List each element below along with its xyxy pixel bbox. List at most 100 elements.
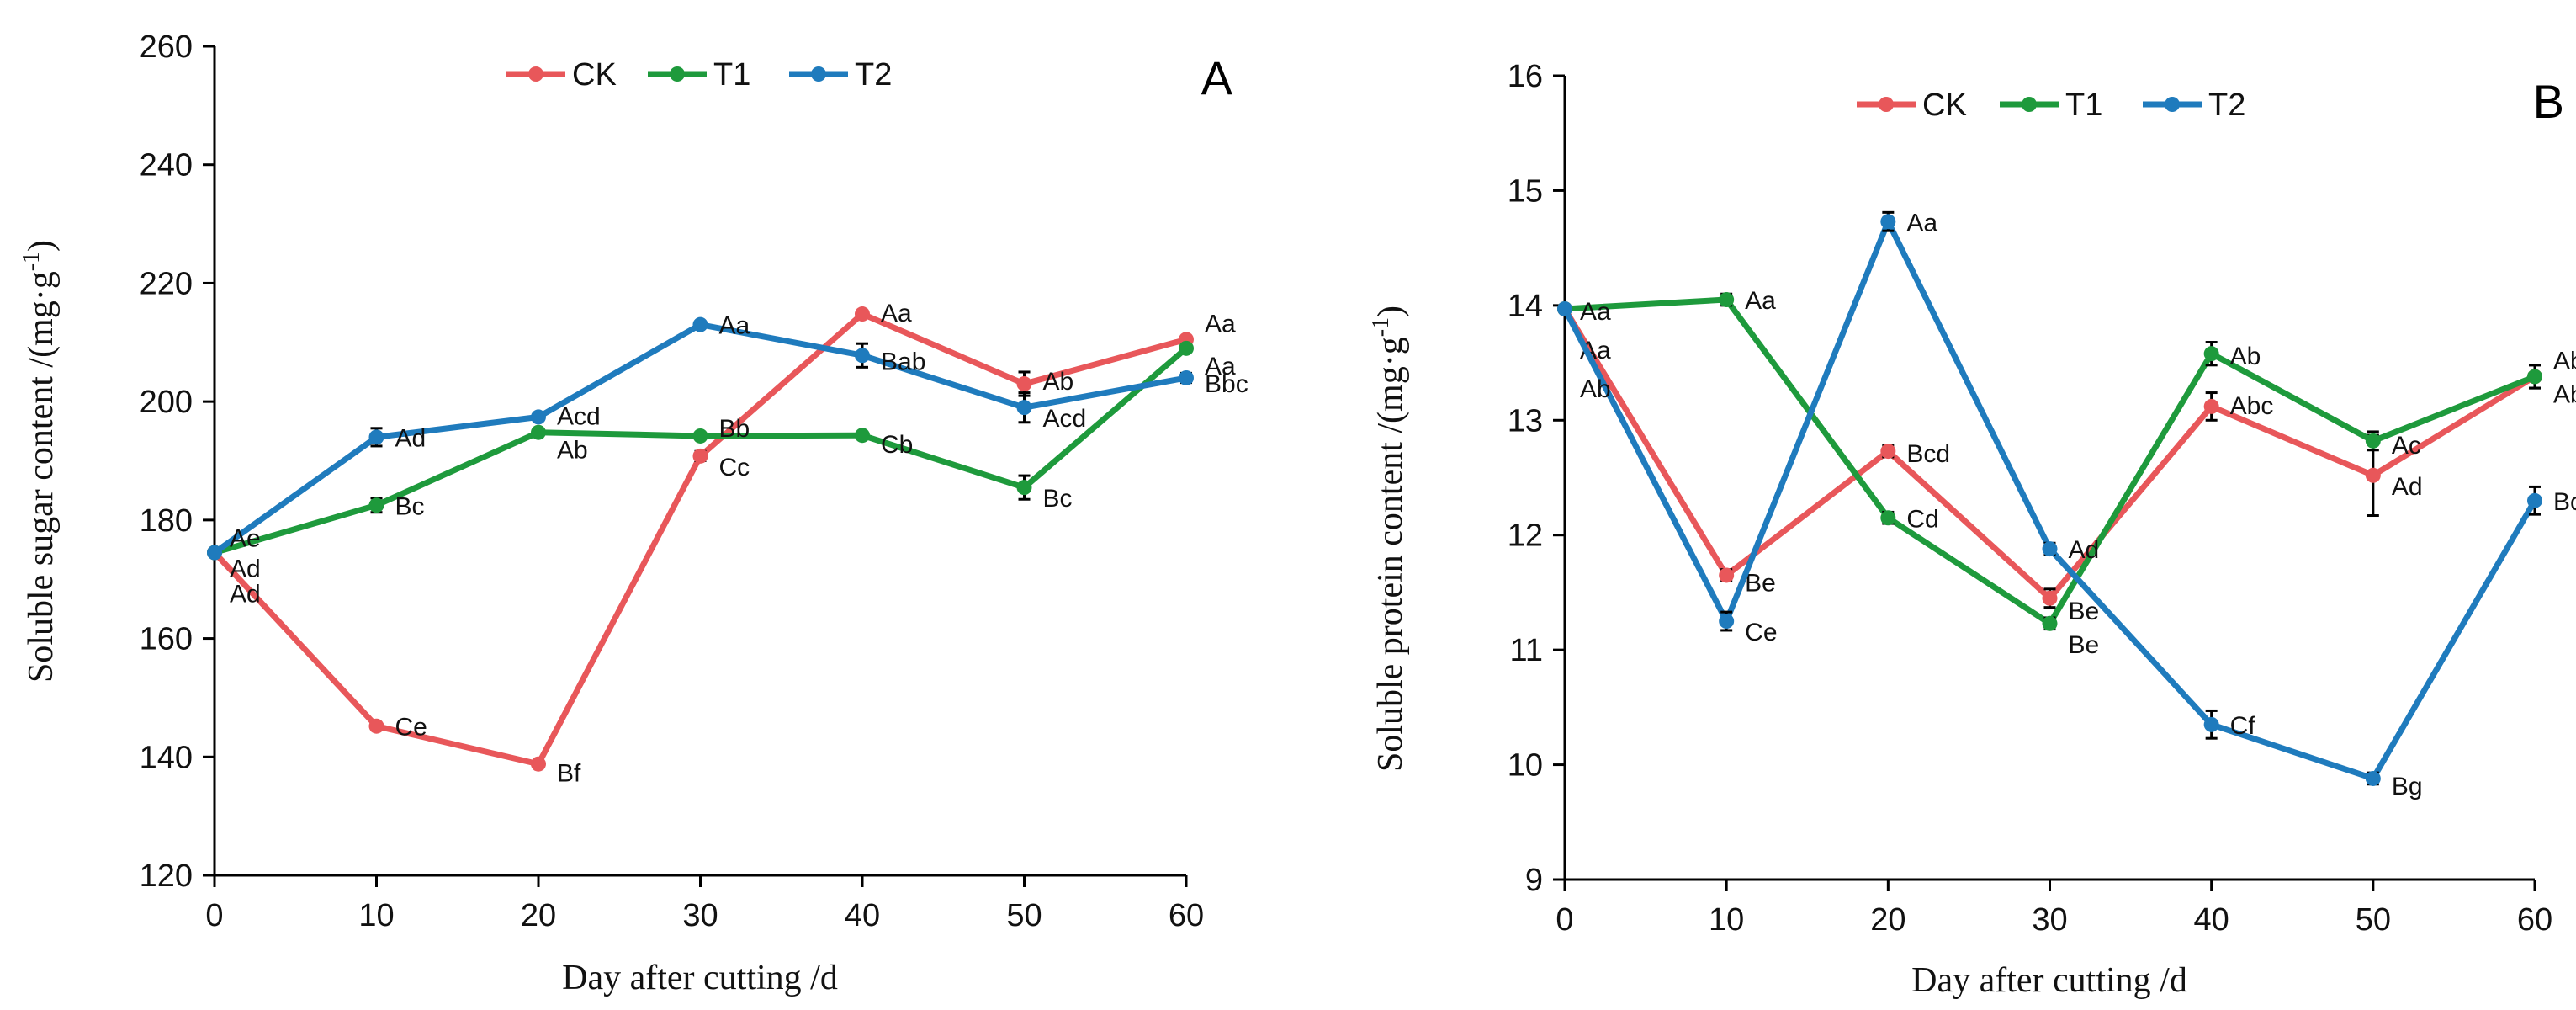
data-point xyxy=(1880,214,1896,230)
legend: CK T1 T2 xyxy=(1857,88,2245,123)
data-label: Cd xyxy=(1906,505,1938,533)
data-point xyxy=(1179,370,1194,385)
y-axis-title: Soluble protein content /(mg·g-1) xyxy=(1368,306,1410,772)
x-tick-label: 20 xyxy=(1870,902,1905,938)
y-axis-title-sup: -1 xyxy=(1368,317,1394,337)
legend-label: T2 xyxy=(855,57,892,93)
data-point xyxy=(207,545,222,561)
y-axis-title-main: Soluble protein content /(mg·g xyxy=(1371,337,1410,772)
data-point xyxy=(692,448,708,464)
data-point xyxy=(1016,400,1032,416)
series-ck: Aa Be Bcd Be Abc Ad Ab xyxy=(1557,300,2576,625)
data-label: Aa xyxy=(1906,209,1937,237)
legend: CK T1 T2 xyxy=(506,57,892,93)
y-tick-label: 200 xyxy=(140,385,193,420)
y-tick-label: 160 xyxy=(140,622,193,657)
data-point xyxy=(2527,369,2542,385)
x-tick-label: 10 xyxy=(1709,902,1744,938)
x-tick-label: 40 xyxy=(2194,902,2229,938)
x-tick-label: 0 xyxy=(1556,902,1573,938)
y-tick-label: 10 xyxy=(1508,748,1543,784)
panel-letter: A xyxy=(1201,51,1233,104)
y-tick-label: 240 xyxy=(140,148,193,183)
data-label: Aa xyxy=(719,312,750,340)
data-label: Ab xyxy=(2230,343,2261,370)
x-tick-label: 60 xyxy=(1169,898,1204,933)
data-point xyxy=(2365,770,2381,786)
x-tick-label: 20 xyxy=(521,898,556,933)
x-tick-label: 30 xyxy=(682,898,718,933)
data-label: Be xyxy=(1745,569,1776,597)
data-point xyxy=(2365,467,2381,483)
data-label: Cc xyxy=(719,454,750,481)
data-point xyxy=(1179,340,1194,356)
data-point xyxy=(2203,346,2219,362)
y-tick-label: 11 xyxy=(1510,633,1543,668)
data-point xyxy=(2042,541,2058,557)
x-tick-label: 10 xyxy=(358,898,394,933)
x-axis-title: Day after cutting /d xyxy=(562,959,838,997)
data-label: Ce xyxy=(1745,619,1777,646)
data-point xyxy=(2042,590,2058,606)
data-point xyxy=(1557,300,1572,316)
data-point xyxy=(531,756,546,772)
data-label: Aa xyxy=(881,300,912,327)
y-tick-label: 180 xyxy=(140,503,193,539)
data-point xyxy=(2203,398,2219,414)
data-label: Be xyxy=(2069,631,2100,659)
x-tick-label: 0 xyxy=(205,898,223,933)
data-point xyxy=(1719,292,1735,308)
legend-label: T2 xyxy=(2208,88,2245,123)
y-axis-title-close: ) xyxy=(22,240,61,252)
data-label: Aa xyxy=(1205,310,1236,338)
data-label: Bbc xyxy=(1205,370,1248,398)
legend-swatch-marker xyxy=(2165,97,2180,112)
y-tick-label: 16 xyxy=(1508,59,1543,94)
panel-letter: B xyxy=(2533,75,2564,128)
series-t2: Ab Ce Aa Ad Cf Bg Bc xyxy=(1557,209,2576,800)
data-label: Bb xyxy=(719,415,750,443)
data-point xyxy=(531,424,546,440)
data-label: Ad xyxy=(2392,473,2423,501)
data-label: Ad xyxy=(2069,536,2100,564)
legend-swatch-marker xyxy=(1879,97,1894,112)
data-point xyxy=(531,409,546,425)
data-label: Ab xyxy=(1043,368,1074,396)
legend-swatch-marker xyxy=(528,66,543,82)
legend-label: T1 xyxy=(713,57,750,93)
y-axis-title-close: ) xyxy=(1371,306,1410,317)
y-tick-label: 260 xyxy=(140,29,193,65)
x-tick-label: 50 xyxy=(1006,898,1042,933)
data-label: Abc xyxy=(2230,392,2274,420)
y-tick-label: 140 xyxy=(140,740,193,775)
data-label: Cf xyxy=(2230,712,2256,740)
data-point xyxy=(692,428,708,444)
series-line xyxy=(211,311,1190,768)
data-point xyxy=(368,429,384,445)
data-point xyxy=(1016,376,1032,392)
y-tick-label: 15 xyxy=(1508,173,1543,209)
data-label: Bc xyxy=(395,492,425,520)
x-tick-label: 30 xyxy=(2032,902,2067,938)
data-point xyxy=(855,428,870,444)
data-point xyxy=(855,348,870,364)
data-point xyxy=(368,718,384,734)
chart-panel-b: 9 10 11 12 13 14 15 16 0 10 20 30 40 50 60 Day after cu… xyxy=(1368,59,2576,1000)
data-label: Ae xyxy=(230,525,261,553)
y-axis-title: Soluble sugar content /(mg·g-1) xyxy=(19,240,61,683)
chart-panel-a: 120 140 160 180 200 220 240 260 0 10 20 30 40 50 60 Day… xyxy=(19,29,1248,997)
y-tick-label: 9 xyxy=(1525,863,1543,898)
x-axis-title: Day after cutting /d xyxy=(1911,961,2187,1000)
legend-swatch-marker xyxy=(670,66,685,82)
data-label: Ac xyxy=(2392,432,2421,460)
data-point xyxy=(1880,510,1896,526)
data-label: Ce xyxy=(395,714,427,742)
data-label: Bf xyxy=(557,760,581,788)
data-label: Ad xyxy=(230,581,261,609)
y-axis-title-sup: -1 xyxy=(19,252,45,271)
data-point xyxy=(1016,480,1032,496)
x-tick-label: 40 xyxy=(845,898,880,933)
data-label: Ad xyxy=(395,424,427,452)
data-point xyxy=(855,306,870,322)
data-label: Aa xyxy=(1580,298,1611,326)
